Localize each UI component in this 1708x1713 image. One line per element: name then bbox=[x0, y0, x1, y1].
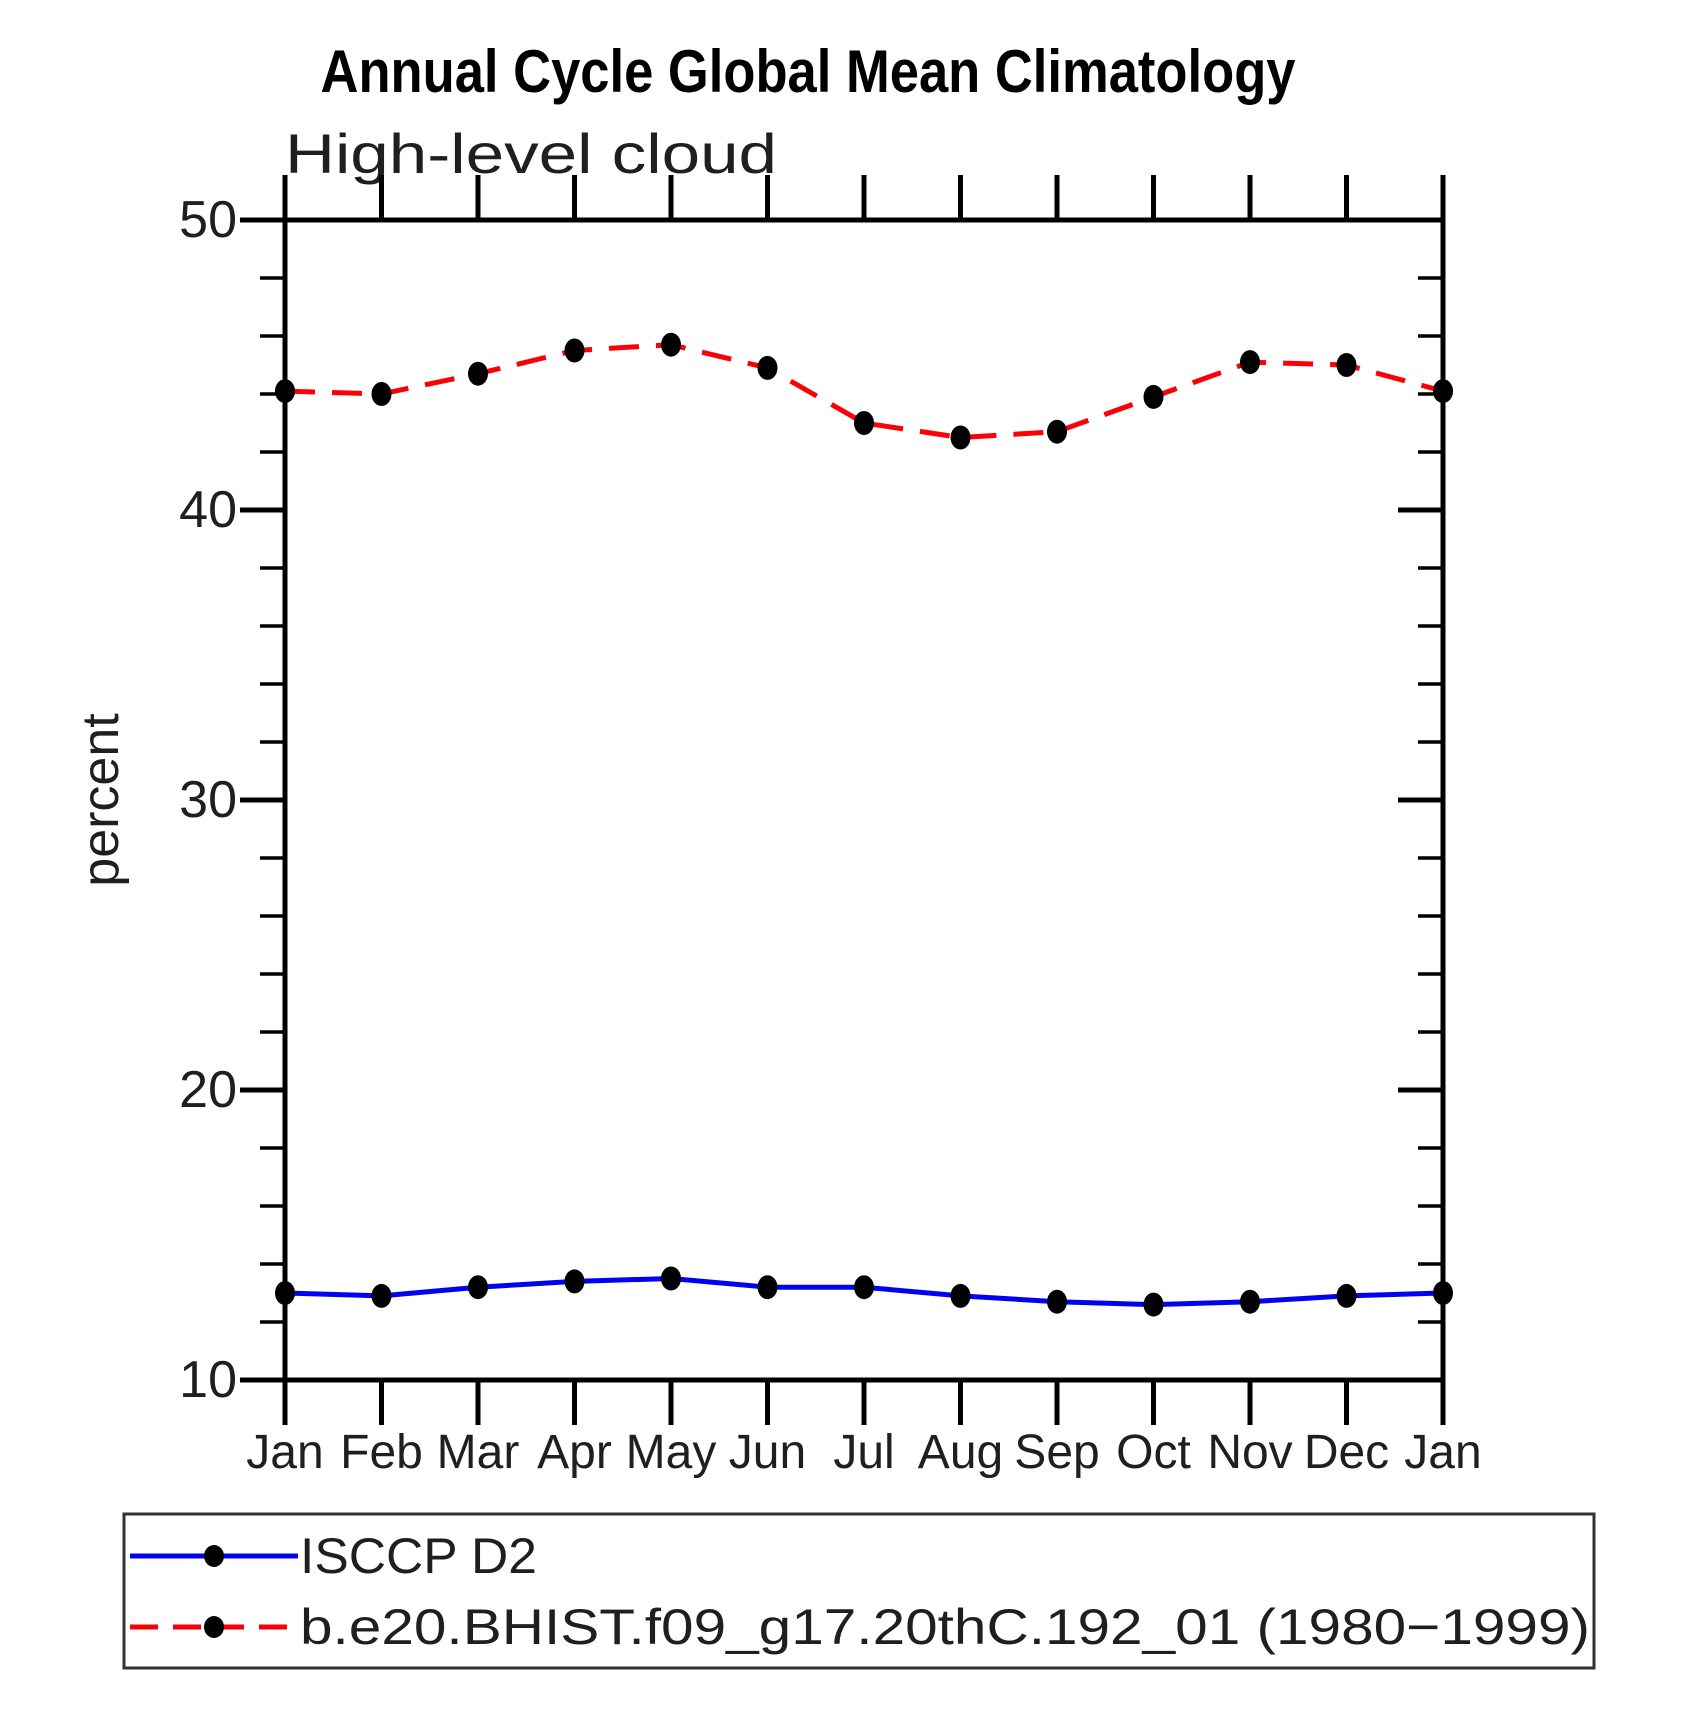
data-point bbox=[661, 332, 681, 357]
data-point bbox=[1433, 379, 1453, 404]
x-tick-label: Oct bbox=[1116, 1426, 1191, 1479]
y-axis-title: percent bbox=[72, 713, 130, 887]
x-tick-label: Jul bbox=[833, 1426, 894, 1479]
data-point bbox=[468, 1275, 488, 1300]
y-tick-label: 20 bbox=[179, 1061, 237, 1119]
data-point bbox=[757, 355, 778, 380]
axis-tick-labels-layer: Jan Feb Mar Apr May Jun Jul Aug Sep Oct Nov Dec Jan 5… bbox=[179, 191, 1482, 1479]
data-point bbox=[371, 382, 392, 406]
data-point bbox=[468, 361, 488, 386]
y-tick-label: 30 bbox=[179, 771, 237, 829]
data-point bbox=[950, 425, 971, 450]
x-tick-label: Jun bbox=[729, 1426, 806, 1479]
x-tick-label: Aug bbox=[918, 1426, 1003, 1479]
x-tick-label: Nov bbox=[1207, 1426, 1292, 1479]
x-tick-label: Jan bbox=[1404, 1426, 1481, 1479]
chart-subtitle: High-level cloud bbox=[285, 122, 777, 185]
x-tick-label: May bbox=[626, 1426, 717, 1479]
data-point bbox=[1047, 419, 1067, 444]
data-point bbox=[1047, 1289, 1067, 1314]
x-tick-label: Apr bbox=[537, 1426, 612, 1479]
x-tick-label: Dec bbox=[1304, 1426, 1389, 1479]
chart-title: Annual Cycle Global Mean Climatology bbox=[321, 38, 1297, 105]
axis-ticks-layer bbox=[240, 175, 1446, 1425]
data-point bbox=[1433, 1281, 1453, 1305]
y-tick-label: 50 bbox=[179, 191, 237, 249]
y-tick-label: 40 bbox=[179, 481, 237, 539]
legend-marker-model bbox=[204, 1616, 224, 1638]
data-series-layer bbox=[275, 332, 1453, 1317]
data-point bbox=[1336, 353, 1357, 377]
data-point bbox=[661, 1266, 681, 1291]
legend-label-isccp: ISCCP D2 bbox=[300, 1528, 537, 1584]
data-point bbox=[564, 1269, 585, 1294]
x-tick-label: Jan bbox=[246, 1426, 323, 1479]
x-tick-label: Mar bbox=[437, 1426, 520, 1479]
x-tick-label: Sep bbox=[1014, 1426, 1099, 1479]
x-tick-label: Feb bbox=[340, 1426, 423, 1479]
data-point bbox=[950, 1283, 971, 1308]
data-point bbox=[371, 1283, 392, 1308]
legend-row-isccp: ISCCP D2 bbox=[130, 1528, 537, 1584]
data-point bbox=[1143, 1292, 1164, 1317]
y-tick-label: 10 bbox=[179, 1351, 237, 1409]
legend-marker-isccp bbox=[204, 1545, 224, 1567]
data-point bbox=[1336, 1283, 1357, 1308]
data-point bbox=[1143, 384, 1164, 409]
data-point bbox=[275, 1281, 295, 1305]
legend-row-model: b.e20.BHIST.f09_g17.20thC.192_01 (1980−1… bbox=[130, 1599, 1590, 1655]
legend: ISCCP D2 b.e20.BHIST.f09_g17.20thC.192_0… bbox=[122, 1512, 1596, 1670]
data-point bbox=[854, 411, 874, 435]
legend-box bbox=[122, 1512, 1596, 1670]
data-point bbox=[564, 338, 585, 363]
data-point bbox=[1240, 1289, 1260, 1314]
data-point bbox=[275, 379, 295, 404]
legend-label-model: b.e20.BHIST.f09_g17.20thC.192_01 (1980−1… bbox=[300, 1599, 1590, 1655]
data-point bbox=[854, 1275, 874, 1300]
data-point bbox=[1240, 350, 1260, 375]
data-point bbox=[757, 1275, 778, 1300]
